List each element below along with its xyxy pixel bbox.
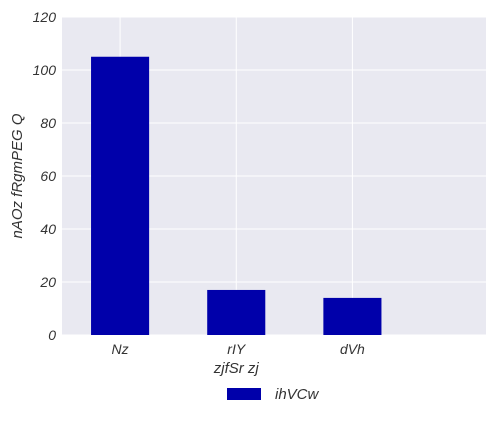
y-tick-labels: 0 20 40 60 80 100 120 bbox=[33, 9, 57, 343]
x-axis-label: zjfSr zj bbox=[213, 360, 260, 377]
y-axis-label: nAOz fRgmPEG Q bbox=[9, 113, 26, 238]
bar-riy bbox=[207, 289, 266, 335]
y-tick-label-60: 60 bbox=[40, 168, 56, 184]
legend: ihVCw bbox=[227, 386, 320, 403]
legend-swatch bbox=[227, 388, 261, 400]
x-tick-labels: Nz rIY dVh bbox=[112, 341, 366, 357]
x-tick-label-dvh: dVh bbox=[340, 341, 365, 357]
y-tick-label-80: 80 bbox=[40, 115, 56, 131]
y-tick-label-100: 100 bbox=[33, 62, 57, 78]
y-tick-label-40: 40 bbox=[40, 221, 56, 237]
bars bbox=[91, 56, 382, 335]
legend-label: ihVCw bbox=[275, 386, 320, 403]
bar-nz bbox=[91, 56, 150, 335]
y-tick-label-20: 20 bbox=[39, 274, 56, 290]
bar-dvh bbox=[323, 297, 382, 335]
y-tick-label-120: 120 bbox=[33, 9, 57, 25]
x-tick-label-riy: rIY bbox=[227, 341, 247, 357]
x-tick-label-nz: Nz bbox=[112, 341, 129, 357]
y-tick-label-0: 0 bbox=[48, 327, 56, 343]
